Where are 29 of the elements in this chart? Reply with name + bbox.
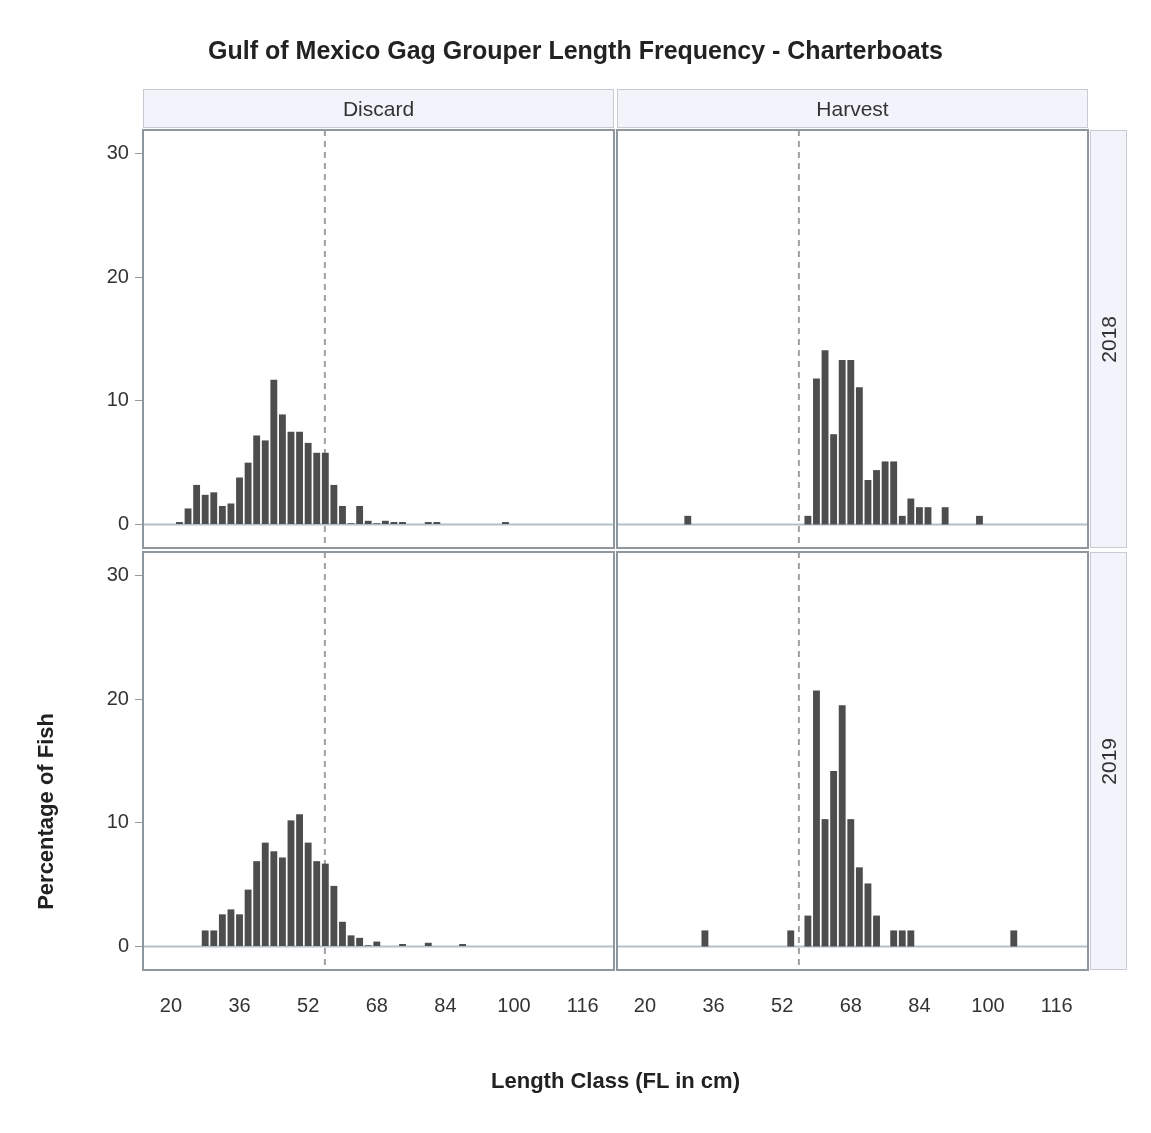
- x-tick-label: 20: [159, 993, 183, 1016]
- y2-axis-title: 2019: [1096, 737, 1121, 785]
- x-tick-label: 116: [1040, 993, 1073, 1016]
- x-tick-label: 52: [297, 993, 320, 1016]
- y-axis-title: Percentage of Fish: [33, 713, 59, 910]
- x-tick-label: 52: [771, 993, 794, 1016]
- x-tick-label: 20: [633, 993, 657, 1016]
- x-tick-label: 84: [434, 993, 457, 1016]
- x-tick-label: 100: [497, 993, 531, 1016]
- chart-subtitle: Harvest: [617, 89, 1088, 128]
- y-tick-label: 20: [106, 686, 129, 709]
- chart-title: Gulf of Mexico Gag Grouper Length Frequency - Charterboats: [207, 36, 944, 65]
- x-tick-label: 116: [566, 993, 599, 1016]
- y-tick-label: 10: [106, 388, 129, 411]
- chart-subtitle: Discard: [143, 89, 614, 128]
- y-tick-label: 30: [106, 141, 129, 164]
- y-tick-label: 10: [106, 810, 129, 833]
- y-tick-label: 0: [117, 512, 129, 535]
- x-tick-label: 36: [702, 993, 725, 1016]
- x-tick-label: 100: [971, 993, 1005, 1016]
- y2-axis-title: 2018: [1096, 315, 1121, 363]
- x-tick-label: 36: [228, 993, 251, 1016]
- x-tick-label: 68: [365, 993, 388, 1016]
- x-axis-title: Length Class (FL in cm): [490, 1068, 741, 1094]
- y-tick-label: 0: [117, 934, 129, 957]
- x-tick-label: 84: [908, 993, 931, 1016]
- x-tick-label: 68: [839, 993, 862, 1016]
- y-tick-label: 30: [106, 563, 129, 586]
- y-tick-label: 20: [106, 264, 129, 287]
